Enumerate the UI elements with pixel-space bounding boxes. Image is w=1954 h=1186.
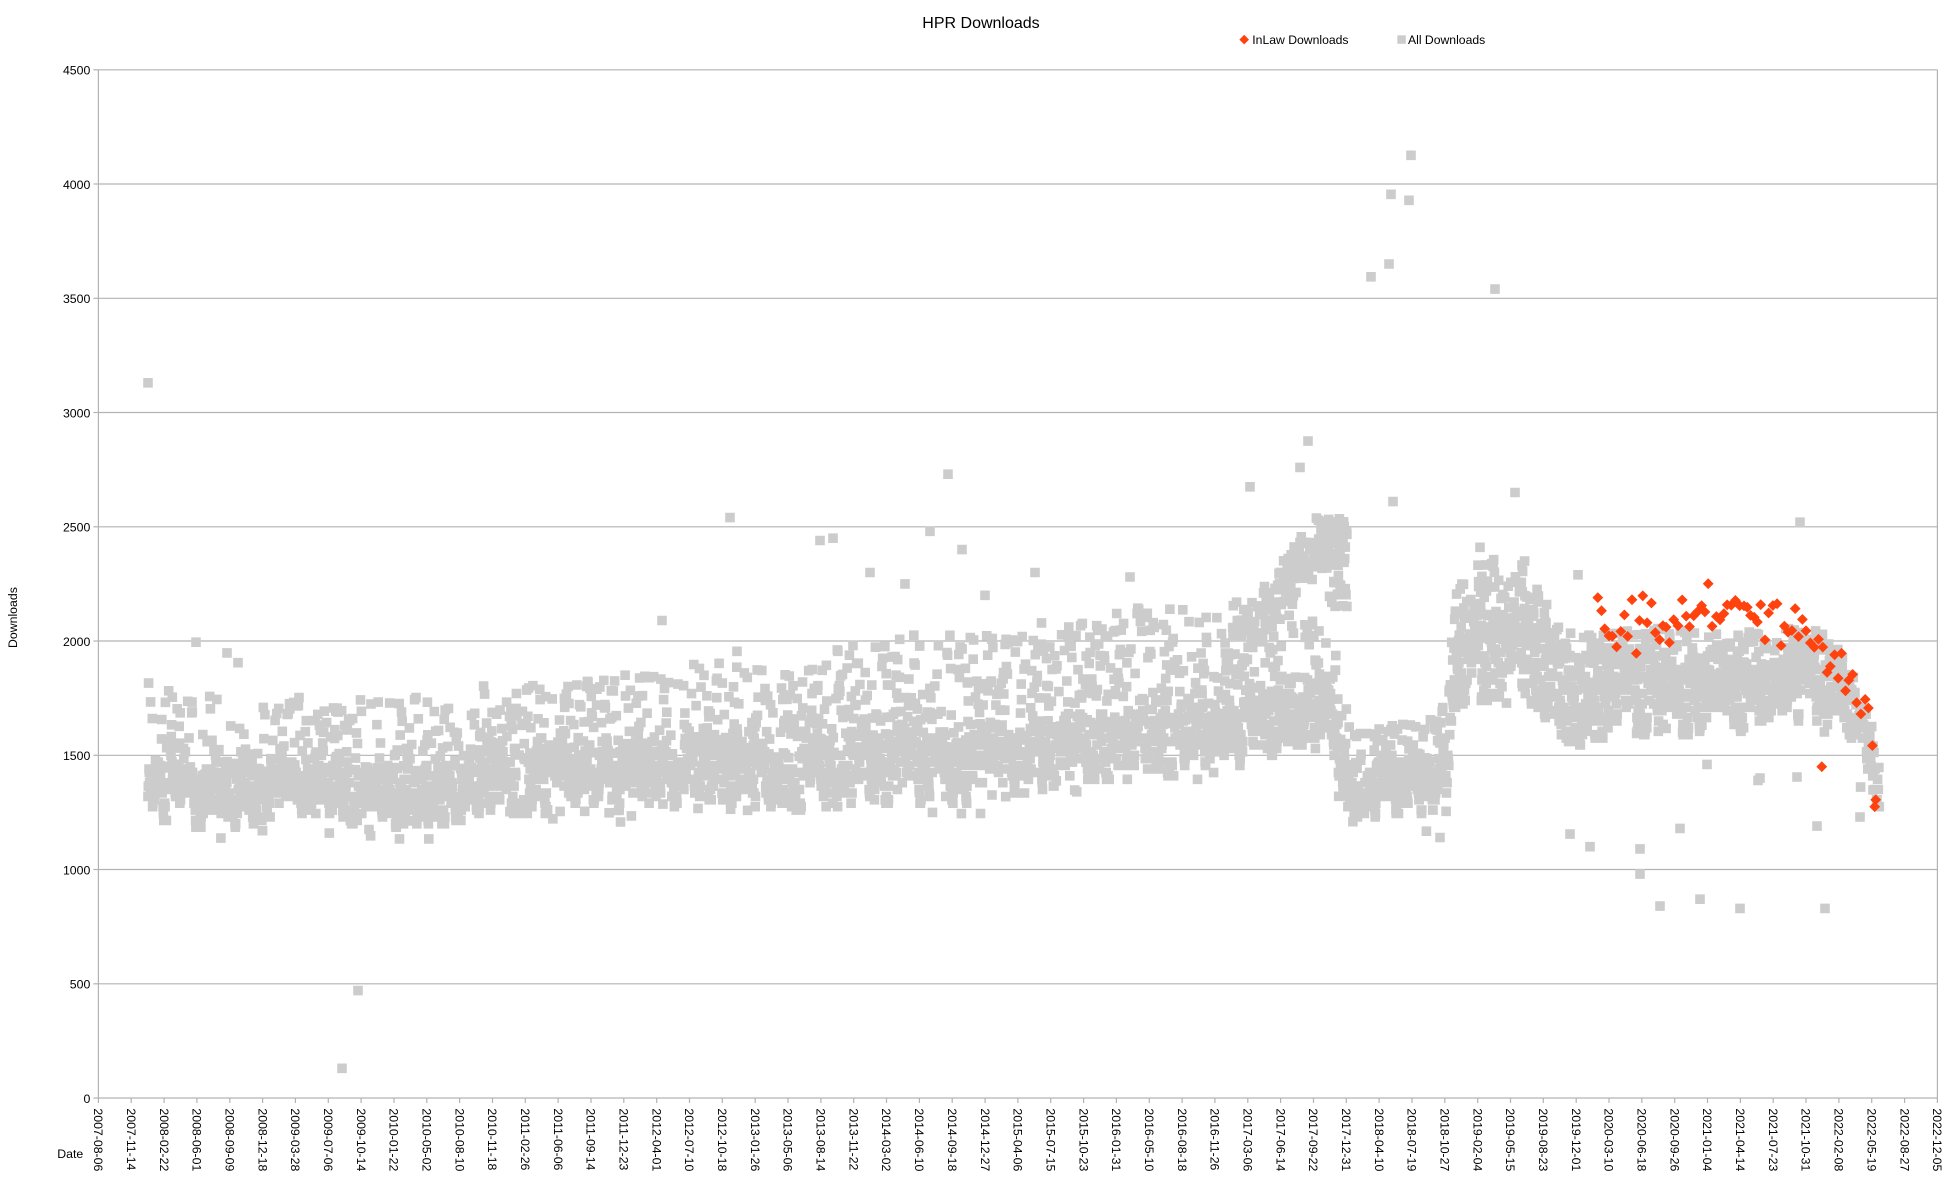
svg-text:2018-07-19: 2018-07-19 <box>1405 1108 1419 1171</box>
svg-text:2020-06-18: 2020-06-18 <box>1635 1108 1649 1171</box>
svg-text:All Downloads: All Downloads <box>1408 33 1485 47</box>
svg-text:2010-11-18: 2010-11-18 <box>485 1108 499 1170</box>
svg-text:2012-04-01: 2012-04-01 <box>649 1108 663 1171</box>
svg-text:2008-06-01: 2008-06-01 <box>190 1108 204 1171</box>
svg-text:2007-08-06: 2007-08-06 <box>91 1108 105 1171</box>
svg-text:2016-01-31: 2016-01-31 <box>1109 1108 1123 1171</box>
svg-text:2000: 2000 <box>63 635 91 649</box>
svg-text:2015-04-06: 2015-04-06 <box>1011 1108 1025 1171</box>
svg-text:3500: 3500 <box>63 292 91 306</box>
svg-text:2022-05-19: 2022-05-19 <box>1864 1108 1878 1171</box>
svg-text:2013-01-26: 2013-01-26 <box>748 1108 762 1171</box>
svg-text:2022-02-08: 2022-02-08 <box>1832 1108 1846 1171</box>
svg-text:2012-07-10: 2012-07-10 <box>682 1108 696 1171</box>
svg-text:2010-08-10: 2010-08-10 <box>452 1108 466 1171</box>
svg-text:HPR Downloads: HPR Downloads <box>922 15 1039 32</box>
svg-text:2015-07-15: 2015-07-15 <box>1043 1108 1057 1171</box>
svg-text:3000: 3000 <box>63 406 91 420</box>
svg-text:2008-02-22: 2008-02-22 <box>157 1108 171 1171</box>
svg-text:2013-08-14: 2013-08-14 <box>814 1108 828 1171</box>
svg-text:2019-02-04: 2019-02-04 <box>1470 1108 1484 1171</box>
svg-text:2013-05-06: 2013-05-06 <box>781 1108 795 1171</box>
svg-text:2019-08-23: 2019-08-23 <box>1536 1108 1550 1171</box>
svg-text:4000: 4000 <box>63 178 91 192</box>
svg-text:2017-09-22: 2017-09-22 <box>1306 1108 1320 1171</box>
svg-text:4500: 4500 <box>63 64 91 78</box>
svg-text:InLaw Downloads: InLaw Downloads <box>1252 33 1348 47</box>
svg-text:2020-03-10: 2020-03-10 <box>1602 1108 1616 1171</box>
svg-text:2017-12-31: 2017-12-31 <box>1339 1108 1353 1171</box>
svg-text:2011-09-14: 2011-09-14 <box>584 1108 598 1170</box>
svg-text:2016-05-10: 2016-05-10 <box>1142 1108 1156 1171</box>
svg-text:2011-02-26: 2011-02-26 <box>518 1108 532 1170</box>
svg-text:2014-12-27: 2014-12-27 <box>978 1108 992 1171</box>
svg-text:2012-10-18: 2012-10-18 <box>715 1108 729 1171</box>
svg-text:2008-12-18: 2008-12-18 <box>255 1108 269 1171</box>
svg-text:2022-08-27: 2022-08-27 <box>1897 1108 1911 1171</box>
svg-text:2021-04-14: 2021-04-14 <box>1733 1108 1747 1171</box>
svg-text:2021-01-04: 2021-01-04 <box>1700 1108 1714 1171</box>
svg-text:2019-05-15: 2019-05-15 <box>1503 1108 1517 1171</box>
svg-text:2015-10-23: 2015-10-23 <box>1076 1108 1090 1171</box>
svg-text:2009-10-14: 2009-10-14 <box>354 1108 368 1171</box>
svg-text:2021-10-31: 2021-10-31 <box>1799 1108 1813 1171</box>
svg-text:Downloads: Downloads <box>6 587 20 648</box>
svg-text:2009-07-06: 2009-07-06 <box>321 1108 335 1171</box>
svg-text:2021-07-23: 2021-07-23 <box>1766 1108 1780 1171</box>
svg-text:2013-11-22: 2013-11-22 <box>846 1108 860 1170</box>
svg-text:2014-03-02: 2014-03-02 <box>879 1108 893 1171</box>
svg-text:2018-10-27: 2018-10-27 <box>1438 1108 1452 1171</box>
svg-text:2010-01-22: 2010-01-22 <box>387 1108 401 1171</box>
svg-text:2019-12-01: 2019-12-01 <box>1569 1108 1583 1171</box>
svg-text:2009-03-28: 2009-03-28 <box>288 1108 302 1171</box>
svg-text:2017-06-14: 2017-06-14 <box>1273 1108 1287 1171</box>
svg-text:1000: 1000 <box>63 863 91 877</box>
svg-text:1500: 1500 <box>63 749 91 763</box>
svg-text:2014-06-10: 2014-06-10 <box>912 1108 926 1171</box>
svg-text:2500: 2500 <box>63 521 91 535</box>
svg-text:2011-06-06: 2011-06-06 <box>551 1108 565 1170</box>
svg-text:2017-03-06: 2017-03-06 <box>1241 1108 1255 1171</box>
svg-text:2010-05-02: 2010-05-02 <box>420 1108 434 1171</box>
svg-text:500: 500 <box>70 978 91 992</box>
svg-text:2011-12-23: 2011-12-23 <box>617 1108 631 1170</box>
svg-text:Date: Date <box>57 1147 83 1161</box>
svg-text:2016-11-26: 2016-11-26 <box>1208 1108 1222 1170</box>
svg-text:2008-09-09: 2008-09-09 <box>223 1108 237 1171</box>
svg-text:2022-12-05: 2022-12-05 <box>1930 1108 1944 1171</box>
svg-text:2014-09-18: 2014-09-18 <box>945 1108 959 1171</box>
svg-text:2016-08-18: 2016-08-18 <box>1175 1108 1189 1171</box>
svg-text:0: 0 <box>83 1092 90 1106</box>
svg-text:2020-09-26: 2020-09-26 <box>1667 1108 1681 1171</box>
svg-text:2018-04-10: 2018-04-10 <box>1372 1108 1386 1171</box>
svg-text:2007-11-14: 2007-11-14 <box>124 1108 138 1170</box>
